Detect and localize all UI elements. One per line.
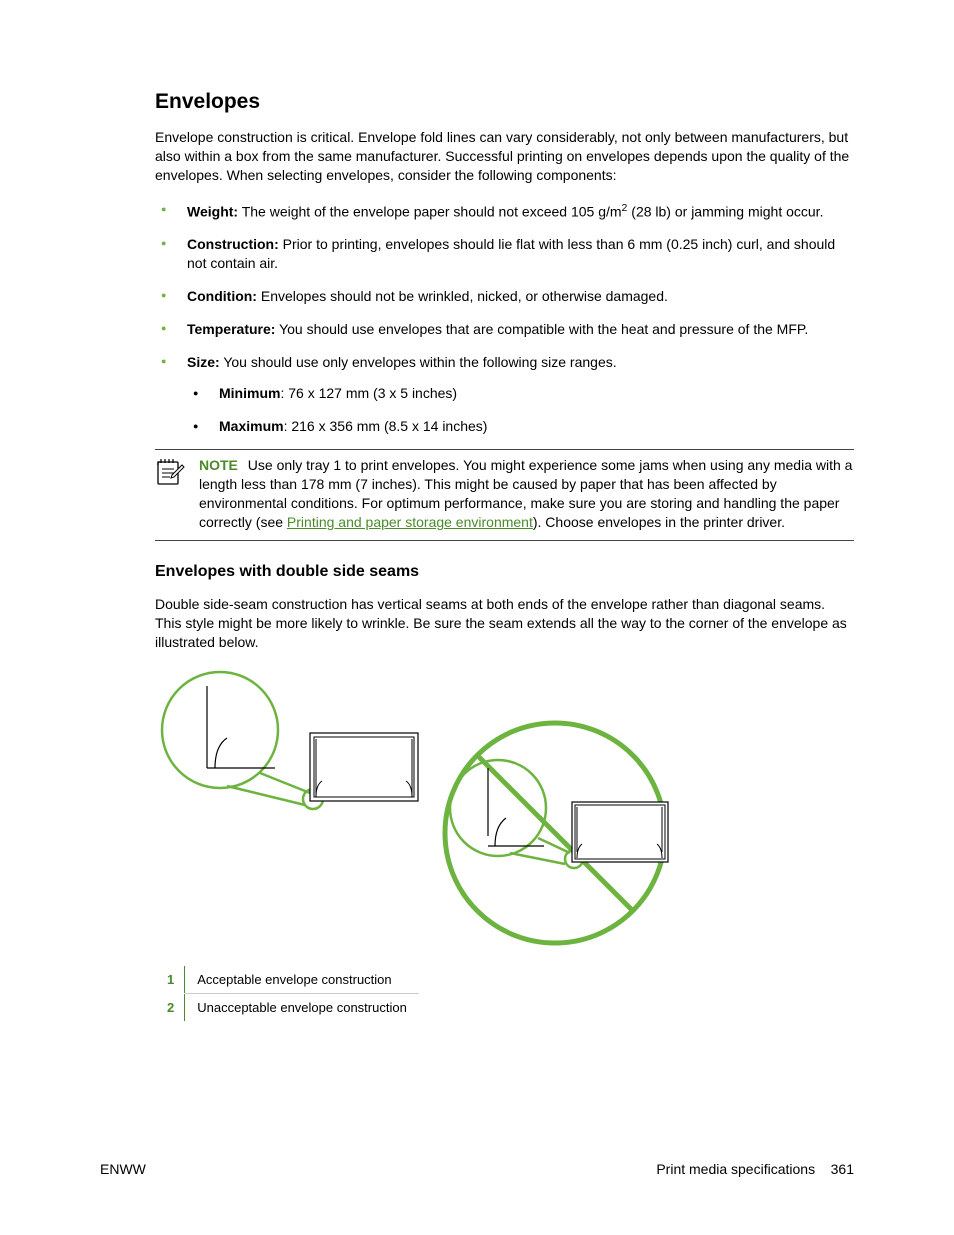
seam-paragraph: Double side-seam construction has vertic… xyxy=(155,595,854,652)
note-link[interactable]: Printing and paper storage environment xyxy=(287,514,533,530)
bullet-weight-text-pre: The weight of the envelope paper should … xyxy=(238,203,621,219)
page-footer: ENWW Print media specifications 361 xyxy=(100,1161,854,1177)
bullet-temperature: Temperature: You should use envelopes th… xyxy=(155,320,854,339)
legend-row-2: 2 Unacceptable envelope construction xyxy=(155,993,419,1021)
legend-row-1: 1 Acceptable envelope construction xyxy=(155,966,419,994)
bullet-size-label: Size: xyxy=(187,354,220,370)
size-maximum: Maximum: 216 x 356 mm (8.5 x 14 inches) xyxy=(187,417,854,436)
bullet-size-text: You should use only envelopes within the… xyxy=(220,354,617,370)
legend-num-1: 1 xyxy=(155,966,185,994)
page-heading: Envelopes xyxy=(155,90,854,114)
bullet-condition: Condition: Envelopes should not be wrink… xyxy=(155,287,854,306)
bullet-construction-text: Prior to printing, envelopes should lie … xyxy=(187,236,835,271)
bullet-condition-label: Condition: xyxy=(187,288,257,304)
note-icon xyxy=(155,456,199,489)
bullet-weight: Weight: The weight of the envelope paper… xyxy=(155,201,854,222)
intro-paragraph: Envelope construction is critical. Envel… xyxy=(155,128,854,185)
bullet-size: Size: You should use only envelopes with… xyxy=(155,353,854,436)
note-label: NOTE xyxy=(199,457,238,473)
size-min-label: Minimum xyxy=(219,385,280,401)
legend-desc-1: Acceptable envelope construction xyxy=(185,966,419,994)
legend-num-2: 2 xyxy=(155,993,185,1021)
bullet-weight-text-post: (28 lb) or jamming might occur. xyxy=(627,203,823,219)
note-text-post: ). Choose envelopes in the printer drive… xyxy=(533,514,785,530)
footer-right: Print media specifications 361 xyxy=(656,1161,854,1177)
bullet-temperature-text: You should use envelopes that are compat… xyxy=(275,321,808,337)
note-box: NOTE Use only tray 1 to print envelopes.… xyxy=(155,449,854,541)
footer-page-num: 361 xyxy=(831,1161,854,1177)
size-max-label: Maximum xyxy=(219,418,284,434)
bullet-construction-label: Construction: xyxy=(187,236,279,252)
subheading: Envelopes with double side seams xyxy=(155,563,854,581)
envelope-diagram xyxy=(155,668,695,948)
footer-right-label: Print media specifications xyxy=(656,1161,815,1177)
size-minimum: Minimum: 76 x 127 mm (3 x 5 inches) xyxy=(187,384,854,403)
bullet-temperature-label: Temperature: xyxy=(187,321,275,337)
legend-desc-2: Unacceptable envelope construction xyxy=(185,993,419,1021)
bullet-construction: Construction: Prior to printing, envelop… xyxy=(155,235,854,273)
bullet-weight-label: Weight: xyxy=(187,203,238,219)
footer-left: ENWW xyxy=(100,1161,146,1177)
size-sublist: Minimum: 76 x 127 mm (3 x 5 inches) Maxi… xyxy=(187,384,854,436)
note-text: NOTE Use only tray 1 to print envelopes.… xyxy=(199,456,854,532)
size-min-text: : 76 x 127 mm (3 x 5 inches) xyxy=(280,385,457,401)
size-max-text: : 216 x 356 mm (8.5 x 14 inches) xyxy=(284,418,488,434)
bullet-condition-text: Envelopes should not be wrinkled, nicked… xyxy=(257,288,668,304)
bullet-list: Weight: The weight of the envelope paper… xyxy=(155,201,854,436)
legend-table: 1 Acceptable envelope construction 2 Una… xyxy=(155,966,419,1022)
